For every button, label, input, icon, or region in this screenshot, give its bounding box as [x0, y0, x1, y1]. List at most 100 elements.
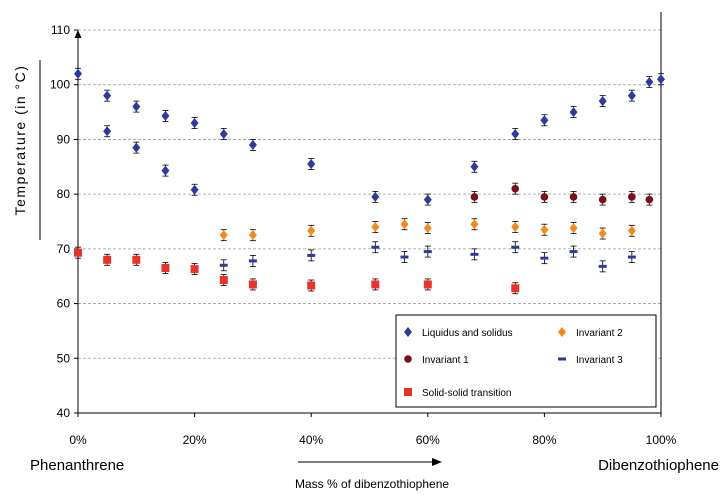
- data-marker: [511, 128, 520, 139]
- data-marker: [248, 230, 257, 241]
- data-point: [103, 125, 112, 138]
- x-tick-label: 20%: [183, 433, 207, 447]
- data-point: [219, 259, 228, 272]
- y-axis-arrow: [74, 30, 82, 38]
- data-marker: [307, 159, 316, 170]
- data-point: [371, 221, 380, 233]
- data-point: [511, 282, 520, 295]
- legend-box: [395, 314, 657, 408]
- data-point: [645, 193, 654, 206]
- data-point: [569, 222, 578, 234]
- data-marker: [569, 193, 578, 201]
- data-point: [569, 190, 578, 203]
- y-axis-title: Temperature (in °C): [12, 65, 28, 216]
- right-component-label: Dibenzothiophene: [598, 457, 719, 474]
- data-point: [400, 251, 409, 263]
- legend-entry-solid-solid-transition: Solid-solid transition: [404, 388, 512, 399]
- data-point: [470, 218, 479, 231]
- data-point: [74, 246, 82, 259]
- data-marker: [190, 265, 199, 274]
- data-point: [248, 229, 257, 242]
- data-marker: [470, 252, 479, 256]
- data-marker: [400, 255, 409, 259]
- data-point: [423, 222, 432, 234]
- data-marker: [248, 280, 257, 289]
- data-point: [470, 190, 479, 203]
- data-point: [219, 128, 228, 140]
- data-point: [511, 221, 520, 233]
- data-marker: [307, 281, 316, 290]
- data-point: [598, 95, 607, 108]
- y-tick-label: 50: [57, 351, 71, 365]
- data-marker: [371, 221, 380, 232]
- y-tick-label: 70: [57, 242, 71, 256]
- data-point: [161, 110, 170, 122]
- data-point: [598, 193, 607, 206]
- legend-label: Liquidus and solidus: [422, 328, 513, 339]
- legend-label: Invariant 1: [422, 355, 469, 366]
- data-marker: [161, 165, 170, 176]
- legend-entry-invariant-2: Invariant 2: [558, 327, 623, 339]
- tick-labels: 40 50 60 70 80 90 100 110 0% 20% 40% 60% 80% 100%: [50, 23, 677, 447]
- data-point: [219, 274, 228, 286]
- x-tick-label: 40%: [299, 433, 323, 447]
- data-point: [307, 158, 316, 170]
- data-marker: [307, 253, 316, 257]
- data-point: [627, 224, 636, 237]
- data-marker: [627, 90, 636, 101]
- data-marker: [161, 110, 170, 121]
- data-point: [470, 248, 479, 261]
- data-marker: [657, 74, 665, 85]
- data-marker: [511, 245, 520, 249]
- data-point: [219, 229, 228, 242]
- data-point: [540, 223, 549, 236]
- data-marker: [161, 264, 170, 273]
- legend-label: Solid-solid transition: [422, 388, 512, 399]
- data-marker: [423, 280, 432, 289]
- data-point: [132, 141, 141, 154]
- data-marker: [627, 255, 636, 259]
- data-marker: [569, 250, 578, 254]
- data-point: [248, 254, 257, 267]
- data-marker: [400, 219, 409, 230]
- data-marker: [470, 193, 479, 201]
- data-marker: [190, 184, 199, 195]
- data-marker: [103, 90, 112, 101]
- y-tick-label: 40: [57, 406, 71, 420]
- data-point: [307, 249, 316, 262]
- x-tick-label: 0%: [69, 433, 87, 447]
- legend-marker: [558, 357, 566, 361]
- data-marker: [540, 224, 549, 235]
- data-point: [103, 89, 112, 102]
- data-marker: [132, 255, 141, 264]
- data-point: [627, 89, 636, 102]
- x-axis-title: Mass % of dibenzothiophene: [295, 477, 449, 491]
- data-marker: [248, 139, 257, 150]
- grid-lines: [78, 29, 661, 359]
- left-component-label: Phenanthrene: [30, 457, 124, 474]
- data-point: [190, 263, 199, 276]
- data-point: [371, 241, 380, 254]
- data-marker: [74, 248, 82, 257]
- data-marker: [470, 219, 479, 230]
- data-marker: [540, 193, 549, 201]
- data-point: [598, 227, 607, 240]
- x-tick-label: 60%: [416, 433, 440, 447]
- data-point: [540, 114, 549, 127]
- data-marker: [569, 107, 578, 118]
- x-axis-direction-arrow-head: [432, 458, 442, 466]
- legend-entry-invariant-3: Invariant 3: [558, 355, 623, 366]
- data-marker: [470, 161, 479, 172]
- data-marker: [598, 96, 607, 107]
- data-marker: [219, 263, 228, 267]
- legend-entry-liquidus-and-solidus: Liquidus and solidus: [404, 327, 513, 339]
- data-point: [307, 279, 316, 292]
- data-point: [540, 252, 549, 265]
- legend-label: Invariant 3: [576, 355, 623, 366]
- data-point: [190, 183, 199, 196]
- legend-marker: [404, 388, 412, 396]
- data-marker: [423, 223, 432, 234]
- legend-marker: [404, 355, 412, 363]
- data-marker: [219, 276, 228, 285]
- data-point: [645, 76, 654, 88]
